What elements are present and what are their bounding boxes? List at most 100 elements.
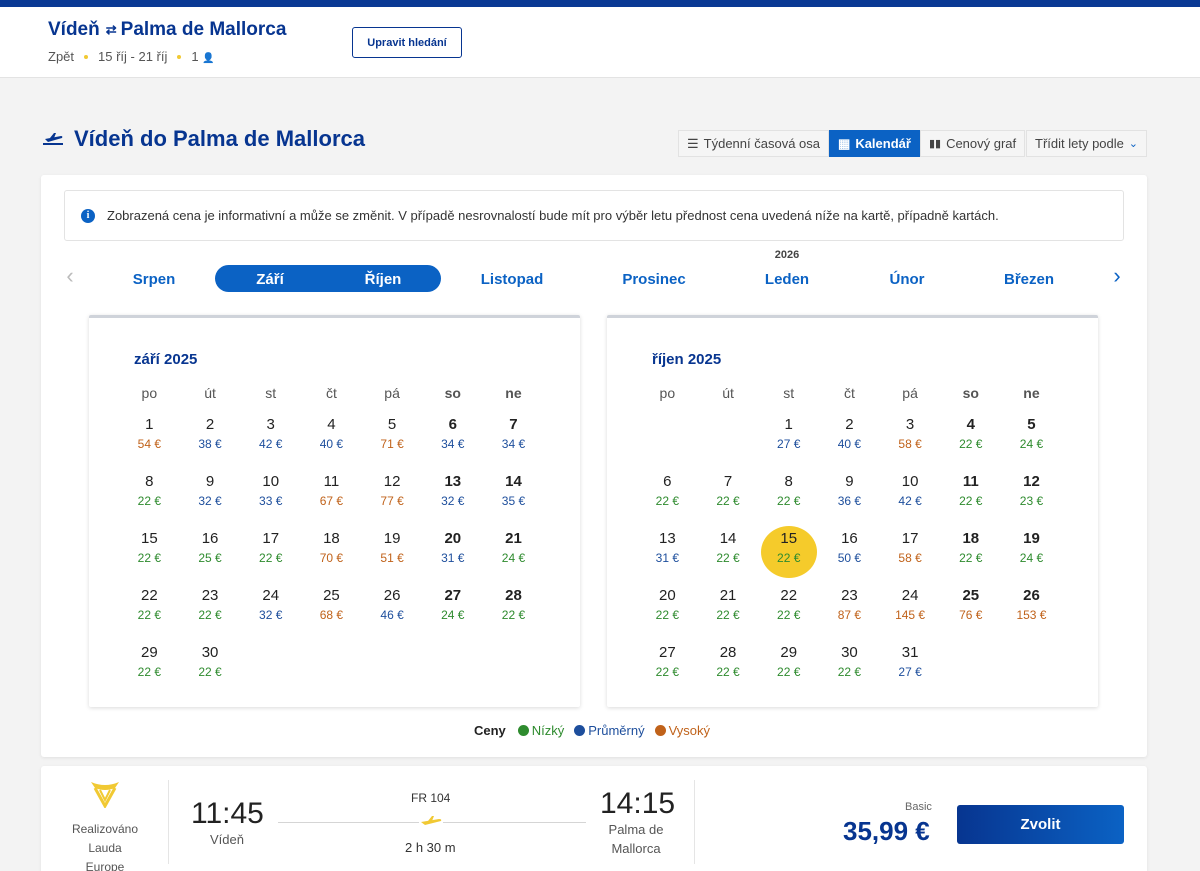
calendar-day[interactable]: 5 71 €	[362, 414, 423, 471]
calendar-day[interactable]: 13 31 €	[637, 528, 698, 585]
day-number: 26	[383, 587, 401, 604]
day-price: 22 €	[137, 608, 162, 622]
day-number: 6	[448, 416, 457, 433]
route-details: Zpět 15 říj - 21 říj 1 👤	[48, 49, 215, 64]
chevron-right-icon[interactable]: ›	[1113, 263, 1121, 288]
day-number: 18	[323, 530, 340, 547]
calendar-day[interactable]: 4 22 €	[940, 414, 1001, 471]
calendar-day[interactable]: 12 77 €	[362, 471, 423, 528]
calendar-day[interactable]: 17 22 €	[240, 528, 301, 585]
calendar-day[interactable]: 8 22 €	[119, 471, 180, 528]
calendar-day[interactable]: 1 27 €	[758, 414, 819, 471]
calendar-day[interactable]: 15 22 €	[119, 528, 180, 585]
calendar-day[interactable]: 7 34 €	[483, 414, 544, 471]
month-tab-rijen[interactable]: Říjen	[364, 271, 402, 288]
calendar-day[interactable]: 22 22 €	[119, 585, 180, 642]
calendar-day[interactable]: 4 40 €	[301, 414, 362, 471]
month-tab-listopad[interactable]: Listopad	[480, 271, 544, 288]
month-tab-unor[interactable]: Únor	[889, 271, 925, 288]
calendar-day[interactable]: 30 22 €	[180, 642, 241, 699]
month-tab-brezen[interactable]: Březen	[1003, 271, 1055, 288]
calendar-day[interactable]: 7 22 €	[698, 471, 759, 528]
day-price: 22 €	[137, 551, 162, 565]
calendar-day[interactable]: 30 22 €	[819, 642, 880, 699]
calendar-day[interactable]: 9 32 €	[180, 471, 241, 528]
calendar-day[interactable]: 9 36 €	[819, 471, 880, 528]
calendar-day[interactable]: 25 76 €	[940, 585, 1001, 642]
day-price: 68 €	[319, 608, 344, 622]
calendar-day[interactable]: 12 23 €	[1001, 471, 1062, 528]
calendar-day[interactable]: 1 54 €	[119, 414, 180, 471]
calendar-day[interactable]: 21 22 €	[698, 585, 759, 642]
day-number: 19	[1023, 530, 1040, 547]
calendar-day[interactable]: 17 58 €	[880, 528, 941, 585]
calendar-day[interactable]: 25 68 €	[301, 585, 362, 642]
day-price: 22 €	[777, 608, 801, 622]
calendar-day[interactable]: 11 67 €	[301, 471, 362, 528]
sort-label: Třídit lety podle	[1035, 136, 1124, 151]
calendar-day[interactable]: 19 24 €	[1001, 528, 1062, 585]
calendar-day[interactable]: 29 22 €	[119, 642, 180, 699]
calendar-day[interactable]: 20 31 €	[422, 528, 483, 585]
calendar-day[interactable]: 6 22 €	[637, 471, 698, 528]
calendar-day[interactable]: 28 22 €	[483, 585, 544, 642]
calendar-day[interactable]: 13 32 €	[422, 471, 483, 528]
day-price: 22 €	[716, 551, 740, 565]
calendar-day[interactable]: 16 50 €	[819, 528, 880, 585]
operator-line: Lauda	[88, 841, 122, 855]
calendar-day[interactable]: 3 42 €	[240, 414, 301, 471]
calendar-day[interactable]: 20 22 €	[637, 585, 698, 642]
calendar-day[interactable]: 14 22 €	[698, 528, 759, 585]
calendar-day[interactable]: 10 33 €	[240, 471, 301, 528]
calendar-day[interactable]: 19 51 €	[362, 528, 423, 585]
month-tab-zari[interactable]: Září	[256, 271, 284, 288]
calendar-day-selected[interactable]: 15 22 €	[758, 526, 819, 585]
calendar-card: i Zobrazená cena je informativní a může …	[41, 175, 1147, 757]
sort-dropdown[interactable]: Třídit lety podle ⌄	[1026, 130, 1147, 157]
calendar-day[interactable]: 3 58 €	[880, 414, 941, 471]
calendar-day[interactable]: 29 22 €	[758, 642, 819, 699]
calendar-day[interactable]: 27 24 €	[422, 585, 483, 642]
calendar-day[interactable]: 14 35 €	[483, 471, 544, 528]
month-navigation: ‹ Srpen Září Říjen Listopad Prosinec Led…	[41, 249, 1147, 295]
legend-text: Nízký	[531, 723, 565, 738]
calendar-day[interactable]: 26 46 €	[362, 585, 423, 642]
calendar-day[interactable]: 27 22 €	[637, 642, 698, 699]
edit-search-button[interactable]: Upravit hledání	[352, 27, 462, 58]
calendar-day[interactable]: 31 27 €	[880, 642, 941, 699]
day-price: 22 €	[959, 551, 983, 565]
chevron-left-icon[interactable]: ‹	[66, 263, 74, 288]
month-tab-srpen[interactable]: Srpen	[132, 271, 176, 288]
calendar-day[interactable]: 11 22 €	[940, 471, 1001, 528]
day-price: 153 €	[1016, 608, 1047, 622]
calendar-day[interactable]: 24 145 €	[880, 585, 941, 642]
calendar-day[interactable]: 22 22 €	[758, 585, 819, 642]
calendar-day[interactable]: 5 24 €	[1001, 414, 1062, 471]
calendar-day[interactable]: 10 42 €	[880, 471, 941, 528]
day-number: 17	[901, 530, 919, 547]
calendar-day[interactable]: 26 153 €	[1001, 585, 1062, 642]
calendar-day[interactable]: 6 34 €	[422, 414, 483, 471]
calendar-day[interactable]: 16 25 €	[180, 528, 241, 585]
select-flight-button[interactable]: Zvolit	[957, 805, 1124, 844]
calendar-day[interactable]: 28 22 €	[698, 642, 759, 699]
month-tab-leden[interactable]: Leden	[765, 271, 809, 288]
calendar-day[interactable]: 23 22 €	[180, 585, 241, 642]
day-number: 21	[505, 530, 522, 547]
calendar-day[interactable]: 2 38 €	[180, 414, 241, 471]
tab-weekly-timeline[interactable]: ☰ Týdenní časová osa	[678, 130, 830, 157]
calendar-day[interactable]: 2 40 €	[819, 414, 880, 471]
day-price: 22 €	[777, 551, 801, 565]
calendar-day[interactable]: 18 70 €	[301, 528, 362, 585]
calendar-day[interactable]: 18 22 €	[940, 528, 1001, 585]
calendar-day[interactable]: 24 32 €	[240, 585, 301, 642]
calendar-day[interactable]: 8 22 €	[758, 471, 819, 528]
calendar-day[interactable]: 21 24 €	[483, 528, 544, 585]
calendar-day[interactable]: 23 87 €	[819, 585, 880, 642]
month-tab-prosinec[interactable]: Prosinec	[622, 271, 686, 288]
tab-calendar[interactable]: ▦ Kalendář	[829, 130, 920, 157]
weekday-header: po út st čt pá so ne	[119, 385, 544, 401]
calendar-empty-cell	[698, 414, 759, 471]
tab-price-chart[interactable]: ▮▮ Cenový graf	[919, 130, 1026, 157]
weekday-label: po	[659, 385, 676, 401]
